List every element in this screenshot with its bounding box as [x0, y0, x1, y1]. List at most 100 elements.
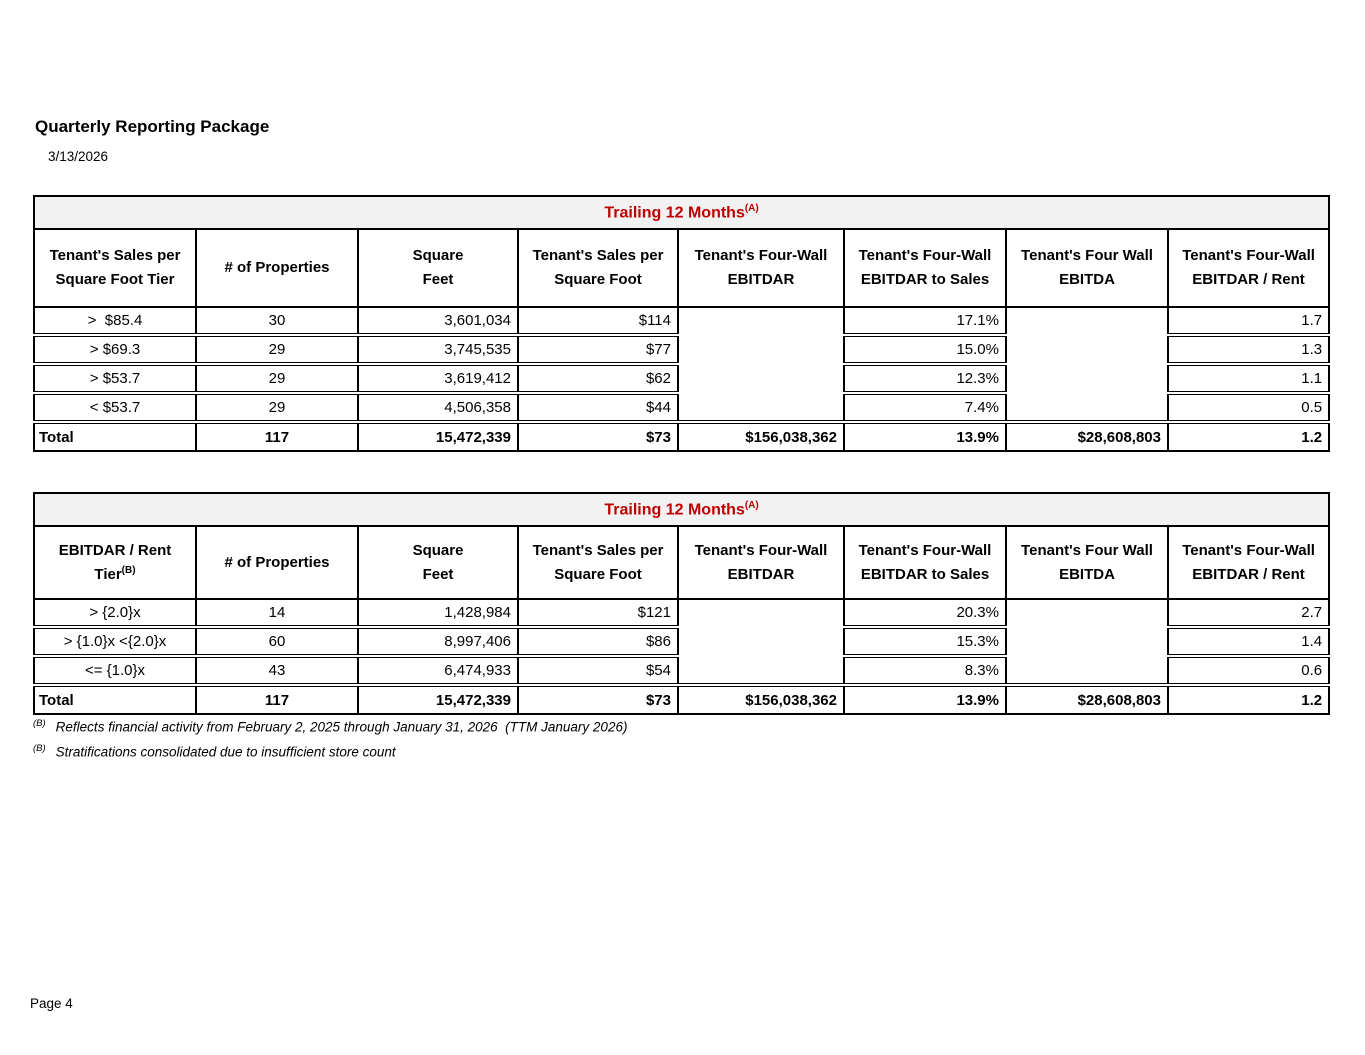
column-header-0: EBITDAR / Rent Tier(B): [33, 526, 196, 600]
data-cell: > $53.7: [33, 362, 196, 393]
column-header-text: Tenant's Sales per Square Foot: [532, 247, 664, 288]
column-header-text: EBITDAR / Rent Tier: [58, 541, 172, 583]
data-cell: $86: [517, 625, 678, 656]
column-header-text: Tenant's Four-Wall EBITDAR to Sales: [858, 541, 992, 583]
data-cell: 29: [195, 362, 358, 393]
data-cell: <= {1.0}x: [33, 654, 196, 685]
total-cell: 13.9%: [843, 420, 1006, 451]
data-cell: 8,997,406: [357, 625, 518, 656]
total-cell: Total: [33, 420, 196, 451]
column-header-1: # of Properties: [195, 526, 358, 600]
table-row: > {2.0}x 14 1,428,984 $121 20.3% 2.7: [33, 598, 1330, 685]
trailing-12-months-table-2: Trailing 12 Months(A) EBITDAR / Rent Tier…: [33, 492, 1331, 715]
total-cell: 13.9%: [843, 683, 1006, 714]
report-date: 3/13/2026: [48, 149, 109, 164]
column-header-text: Tenant's Four-Wall EBITDAR / Rent: [1182, 247, 1315, 288]
total-cell: 117: [195, 683, 358, 714]
data-cell: $114: [517, 306, 678, 335]
data-cell: 3,601,034: [357, 306, 518, 335]
data-cell: 1.3: [1166, 333, 1330, 364]
data-cell: > {2.0}x: [33, 598, 196, 627]
data-cell: 1,428,984: [357, 598, 518, 627]
blank-merged-cell: [1005, 598, 1168, 685]
column-header-3: Tenant's Sales per Square Foot: [517, 526, 678, 600]
total-cell: 117: [195, 420, 358, 451]
table-total-row: Total 117 15,472,339 $73 $156,038,362 13.9% $2…: [33, 420, 1330, 451]
footnote-2: (B) Stratifications consolidated due to i…: [33, 743, 627, 760]
column-header-4: Tenant's Four-Wall EBITDAR: [677, 526, 844, 600]
column-header-text: # of Properties: [224, 259, 330, 276]
data-cell: 15.0%: [843, 333, 1006, 364]
column-header-2: Square Feet: [357, 526, 518, 600]
column-header-text: Tenant's Four Wall EBITDA: [1021, 541, 1153, 583]
data-cell: 4,506,358: [357, 391, 518, 422]
total-cell: $73: [517, 420, 678, 451]
total-cell: $156,038,362: [677, 683, 844, 714]
table-row: > $85.4 30 3,601,034 $114 17.1% 1.7: [33, 306, 1330, 422]
table-row: <= {1.0}x 43 6,474,933 $54 8.3% 0.6: [33, 654, 1330, 685]
data-cell: 60: [195, 625, 358, 656]
data-cell: 29: [195, 333, 358, 364]
total-cell: Total: [33, 683, 196, 714]
data-cell: > $69.3: [33, 333, 196, 364]
column-header-6: Tenant's Four Wall EBITDA: [1005, 229, 1168, 308]
column-header-6: Tenant's Four Wall EBITDA: [1005, 526, 1168, 600]
data-cell: 14: [195, 598, 358, 627]
trailing-12-months-table-1-wrap: Trailing 12 Months(A) Tenant's Sales per …: [33, 195, 1331, 452]
data-cell: 8.3%: [843, 654, 1006, 685]
blank-merged-cell: [677, 598, 844, 685]
footnote-1-text: Reflects financial activity from Februar…: [55, 719, 628, 735]
data-cell: 29: [195, 391, 358, 422]
footnotes: (B) Reflects financial activity from Febr…: [33, 718, 627, 767]
trailing-12-months-table-1: Trailing 12 Months(A) Tenant's Sales per …: [33, 195, 1331, 452]
blank-merged-cell: [1005, 306, 1168, 422]
data-cell: > {1.0}x <{2.0}x: [33, 625, 196, 656]
footnote-1: (B) Reflects financial activity from Febr…: [33, 718, 627, 735]
total-cell: $156,038,362: [677, 420, 844, 451]
data-cell: < $53.7: [33, 391, 196, 422]
data-cell: $54: [517, 654, 678, 685]
column-header-superscript: (B): [121, 564, 136, 576]
footnote-1-superscript: (B): [33, 718, 46, 729]
column-header-text: Square Feet: [412, 541, 464, 583]
blank-merged-cell: [677, 306, 844, 422]
data-cell: $121: [517, 598, 678, 627]
column-header-text: Tenant's Four-Wall EBITDAR: [694, 541, 828, 583]
column-header-5: Tenant's Four-Wall EBITDAR to Sales: [843, 526, 1006, 600]
data-cell: 17.1%: [843, 306, 1006, 335]
table-total-row: Total 117 15,472,339 $73 $156,038,362 13.9% $2…: [33, 683, 1330, 714]
column-header-2: Square Feet: [357, 229, 518, 308]
column-header-text: Tenant's Four-Wall EBITDAR to Sales: [858, 247, 992, 288]
column-header-text: Square Feet: [412, 247, 464, 288]
data-cell: 20.3%: [843, 598, 1006, 627]
data-cell: 6,474,933: [357, 654, 518, 685]
data-cell: $77: [517, 333, 678, 364]
column-header-3: Tenant's Sales per Square Foot: [517, 229, 678, 308]
column-header-5: Tenant's Four-Wall EBITDAR to Sales: [843, 229, 1006, 308]
data-cell: 1.7: [1166, 306, 1330, 335]
page-title: Quarterly Reporting Package: [35, 117, 270, 136]
total-cell: 1.2: [1166, 683, 1330, 714]
data-cell: 30: [195, 306, 358, 335]
table-row: > {1.0}x <{2.0}x 60 8,997,406 $86 15.3% 1.4: [33, 625, 1330, 656]
column-header-text: Tenant's Four Wall EBITDA: [1021, 247, 1153, 288]
data-cell: 2.7: [1166, 598, 1330, 627]
data-cell: 3,745,535: [357, 333, 518, 364]
column-header-text: # of Properties: [224, 553, 330, 571]
footnote-2-text: Stratifications consolidated due to insu…: [55, 744, 396, 759]
data-cell: $62: [517, 362, 678, 393]
column-header-7: Tenant's Four-Wall EBITDAR / Rent: [1166, 229, 1330, 308]
column-header-text: Tenant's Four-Wall EBITDAR: [694, 247, 828, 288]
data-cell: $44: [517, 391, 678, 422]
total-cell: 15,472,339: [357, 683, 518, 714]
data-cell: 0.6: [1166, 654, 1330, 685]
column-header-text: Tenant's Sales per Square Foot: [532, 541, 664, 583]
table-title-superscript: (A): [744, 202, 759, 214]
table-row: > $69.3 29 3,745,535 $77 15.0% 1.3: [33, 333, 1330, 364]
total-cell: $73: [517, 683, 678, 714]
footnote-2-superscript: (B): [33, 742, 46, 754]
data-cell: 0.5: [1166, 391, 1330, 422]
table-title-text: Trailing 12 Months: [604, 501, 745, 519]
table-title-text: Trailing 12 Months: [604, 204, 745, 222]
column-header-text: Tenant's Sales per Square Foot Tier: [49, 247, 181, 288]
